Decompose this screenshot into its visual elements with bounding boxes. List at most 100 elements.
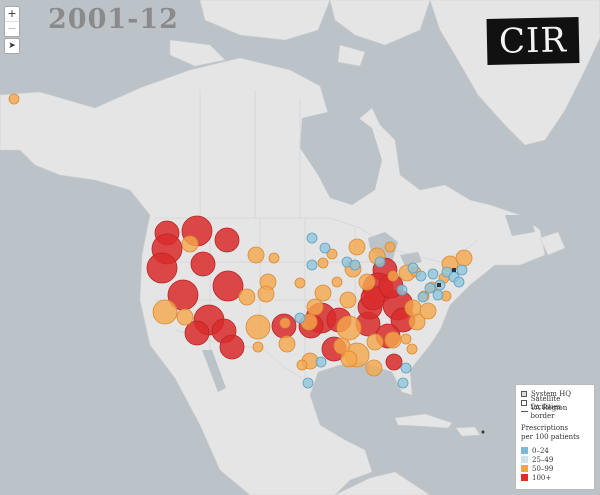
facility-marker[interactable] — [326, 248, 338, 260]
facility-marker[interactable] — [146, 252, 178, 284]
legend-border-label: VA Region border — [530, 403, 568, 420]
facility-marker[interactable] — [417, 291, 429, 303]
facility-marker[interactable] — [419, 302, 437, 320]
zoom-in-button[interactable]: + — [7, 7, 17, 20]
facility-marker[interactable] — [331, 276, 343, 288]
facility-marker[interactable] — [315, 356, 327, 368]
facility-marker[interactable] — [278, 335, 296, 353]
facility-marker[interactable] — [257, 285, 275, 303]
facility-marker[interactable] — [349, 259, 361, 271]
facility-marker[interactable] — [336, 315, 362, 341]
legend-bin-0-label: 0–24 — [532, 446, 549, 455]
legend-bin-3-label: 100+ — [532, 473, 552, 482]
legend-satellite-label: Satellite facilities — [530, 394, 561, 411]
legend-bins: 0–24 25–49 50–99 100+ — [521, 446, 589, 482]
facility-marker[interactable] — [302, 377, 314, 389]
facility-marker[interactable] — [314, 284, 332, 302]
facility-circles — [8, 93, 485, 434]
facility-marker[interactable] — [427, 268, 439, 280]
hudson-bay — [300, 108, 382, 205]
facility-marker[interactable] — [190, 251, 216, 277]
newfoundland — [539, 231, 566, 256]
legend-bin-0: 0–24 — [521, 446, 589, 455]
facility-marker[interactable] — [219, 334, 245, 360]
facility-marker[interactable] — [268, 252, 280, 264]
legend-row-satellite: Satellite facilities — [521, 395, 589, 411]
logo-text: CIR — [498, 20, 568, 62]
facility-marker[interactable] — [424, 282, 436, 294]
facility-marker[interactable] — [181, 235, 199, 253]
zoom-control: + − — [4, 6, 20, 37]
arctic-island-3 — [169, 39, 226, 67]
locate-button[interactable]: ➤ — [4, 38, 20, 54]
system-hq-icon — [521, 390, 527, 397]
facility-marker[interactable] — [432, 289, 444, 301]
facility-marker[interactable] — [404, 299, 422, 317]
facility-marker[interactable] — [245, 314, 271, 340]
facility-marker[interactable] — [400, 362, 412, 374]
facility-marker[interactable] — [252, 341, 264, 353]
facility-marker[interactable] — [214, 227, 240, 253]
facility-marker[interactable] — [296, 359, 308, 371]
legend: System HQ Satellite facilities VA Region… — [515, 384, 595, 490]
arctic-island-4 — [337, 44, 366, 67]
facility-marker[interactable] — [456, 264, 468, 276]
legend-row-border: VA Region border — [521, 404, 589, 420]
facility-marker[interactable] — [406, 343, 418, 355]
facility-marker[interactable] — [384, 331, 402, 349]
facility-marker[interactable] — [415, 270, 427, 282]
legend-bin-3: 100+ — [521, 473, 589, 482]
facility-marker[interactable] — [247, 246, 265, 264]
facility-marker[interactable] — [317, 257, 329, 269]
legend-bin-1: 25–49 — [521, 455, 589, 464]
facility-marker[interactable] — [339, 291, 357, 309]
legend-heading: Prescriptions per 100 patients — [521, 424, 589, 442]
cir-logo[interactable]: CIR — [486, 17, 580, 65]
legend-heading-line1: Prescriptions — [521, 424, 569, 432]
legend-hq-label: System HQ — [531, 389, 572, 398]
arctic-island-2 — [329, 0, 431, 46]
system-hq-marker[interactable] — [437, 283, 441, 287]
legend-swatch-1 — [521, 456, 528, 463]
facility-marker[interactable] — [238, 288, 256, 306]
facility-marker[interactable] — [306, 298, 324, 316]
facility-marker[interactable] — [152, 299, 178, 325]
facility-marker[interactable] — [385, 353, 403, 371]
hispaniola — [455, 426, 481, 437]
facility-marker[interactable] — [212, 270, 244, 302]
satellite-facility-icon — [521, 399, 527, 406]
facility-marker[interactable] — [294, 277, 306, 289]
facility-marker[interactable] — [366, 333, 384, 351]
facility-marker[interactable] — [358, 273, 376, 291]
facility-marker[interactable] — [294, 312, 306, 324]
legend-bin-2: 50–99 — [521, 464, 589, 473]
facility-marker[interactable] — [306, 232, 318, 244]
facility-marker[interactable] — [400, 333, 412, 345]
region-border-line — [521, 411, 528, 412]
zoom-out-button[interactable]: − — [5, 21, 19, 36]
facility-marker[interactable] — [397, 377, 409, 389]
facility-marker[interactable] — [453, 276, 465, 288]
facility-marker[interactable] — [365, 359, 383, 377]
facility-marker[interactable] — [333, 337, 351, 355]
facility-marker-puerto-rico[interactable] — [481, 430, 485, 434]
facility-marker[interactable] — [319, 242, 331, 254]
facility-marker[interactable] — [348, 238, 366, 256]
legend-heading-line2: per 100 patients — [521, 433, 580, 441]
system-hq-marker[interactable] — [452, 268, 456, 272]
facility-marker[interactable] — [306, 259, 318, 271]
facility-marker[interactable] — [184, 320, 210, 346]
legend-row-hq: System HQ — [521, 389, 589, 398]
facility-marker[interactable] — [384, 241, 396, 253]
facility-marker[interactable] — [396, 284, 408, 296]
facility-marker[interactable] — [455, 249, 473, 267]
facility-marker[interactable] — [279, 317, 291, 329]
facility-marker[interactable] — [407, 262, 419, 274]
facility-marker[interactable] — [340, 350, 358, 368]
facility-marker[interactable] — [374, 256, 386, 268]
facility-marker[interactable] — [8, 93, 20, 105]
facility-marker[interactable] — [176, 308, 194, 326]
facility-marker[interactable] — [387, 270, 399, 282]
cuba — [394, 413, 453, 429]
